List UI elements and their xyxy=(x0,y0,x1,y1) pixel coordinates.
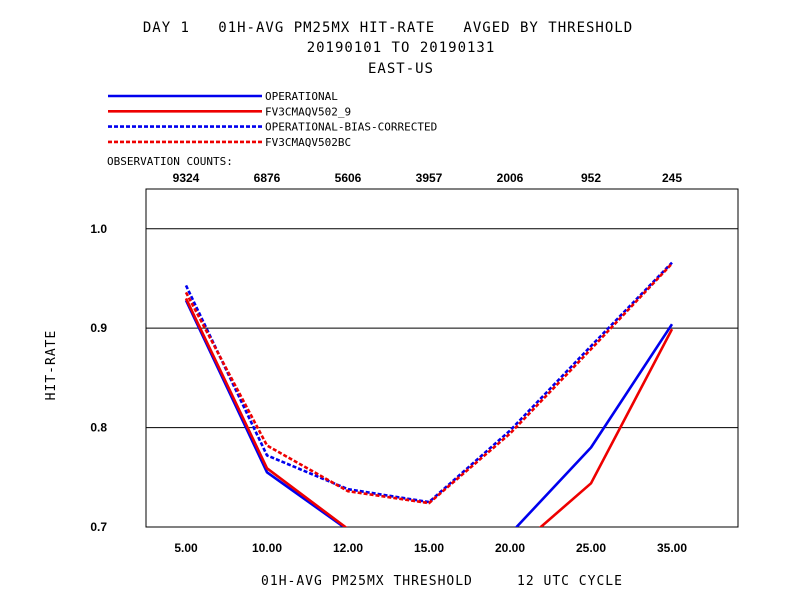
observation-count: 952 xyxy=(581,171,601,185)
x-tick-label: 25.00 xyxy=(576,541,606,555)
x-tick-label: 5.00 xyxy=(174,541,198,555)
chart-date-range: 20190101 TO 20190131 xyxy=(306,40,496,56)
plot-frame xyxy=(145,188,739,528)
observation-counts-label: OBSERVATION COUNTS: xyxy=(107,155,233,168)
y-tick-label: 0.7 xyxy=(90,520,107,534)
series-line xyxy=(184,297,674,527)
y-tick-label: 1.0 xyxy=(90,222,107,236)
series-lines xyxy=(184,261,674,527)
chart-region: EAST-US xyxy=(367,61,434,77)
legend-label: OPERATIONAL-BIAS-CORRECTED xyxy=(265,121,437,134)
series-line xyxy=(184,299,674,527)
legend-label: OPERATIONAL xyxy=(265,90,338,103)
y-tick-label: 0.8 xyxy=(90,421,107,435)
observation-count: 5606 xyxy=(335,171,362,185)
observation-count: 9324 xyxy=(173,171,200,185)
chart-title: DAY 1 01H-AVG PM25MX HIT-RATE AVGED BY T… xyxy=(142,20,634,36)
x-tick-label: 20.00 xyxy=(495,541,525,555)
y-tick-labels: 0.7 0.8 0.9 1.0 xyxy=(90,222,107,534)
legend-label: FV3CMAQV502BC xyxy=(265,136,351,149)
y-axis-label: HIT-RATE xyxy=(44,330,59,401)
legend-label: FV3CMAQV502_9 xyxy=(265,105,351,118)
y-tick-label: 0.9 xyxy=(90,321,107,335)
observation-counts: 9324 6876 5606 3957 2006 952 245 xyxy=(173,171,683,185)
x-axis-label: 01H-AVG PM25MX THRESHOLD 12 UTC CYCLE xyxy=(261,574,623,589)
x-tick-label: 12.00 xyxy=(333,541,363,555)
series-line xyxy=(184,261,673,504)
observation-count: 3957 xyxy=(416,171,443,185)
observation-count: 2006 xyxy=(497,171,524,185)
legend: OPERATIONAL FV3CMAQV502_9 OPERATIONAL-BIAS… xyxy=(108,90,437,149)
x-tick-label: 15.00 xyxy=(414,541,444,555)
x-tick-label: 10.00 xyxy=(252,541,282,555)
x-tick-labels: 5.00 10.00 12.00 15.00 20.00 25.00 35.00 xyxy=(174,541,687,555)
observation-count: 6876 xyxy=(254,171,281,185)
series-line xyxy=(184,262,673,505)
observation-count: 245 xyxy=(662,171,682,185)
x-tick-label: 35.00 xyxy=(657,541,687,555)
